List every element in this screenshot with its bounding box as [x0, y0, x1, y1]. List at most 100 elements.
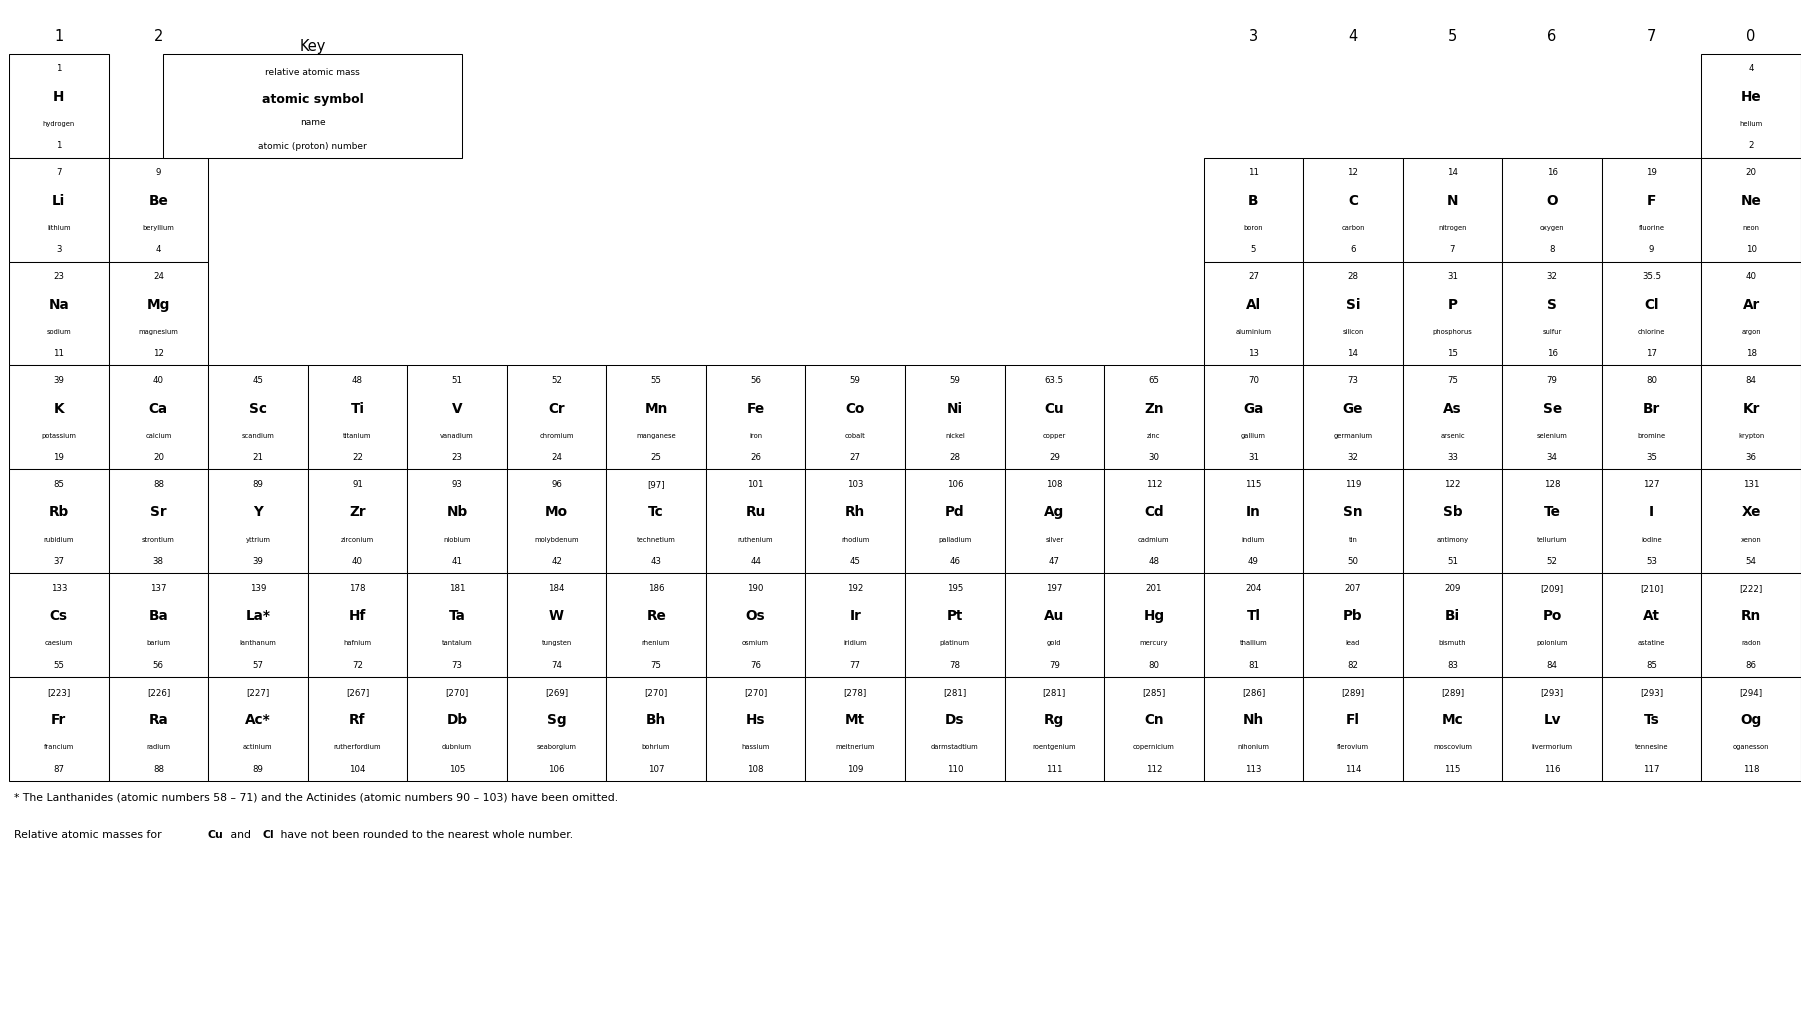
- Text: [210]: [210]: [1640, 583, 1663, 592]
- Text: 56: 56: [749, 376, 762, 384]
- Text: 3: 3: [1249, 29, 1258, 44]
- Text: 53: 53: [1645, 556, 1658, 566]
- Text: Nh: Nh: [1243, 712, 1263, 727]
- Text: 72: 72: [351, 660, 364, 669]
- Text: Ac*: Ac*: [244, 712, 272, 727]
- Text: Cd: Cd: [1144, 505, 1164, 519]
- Bar: [407, 470, 507, 574]
- Text: Sn: Sn: [1343, 505, 1363, 519]
- Bar: [109, 574, 208, 678]
- Text: 110: 110: [947, 764, 963, 773]
- Text: hafnium: hafnium: [344, 640, 371, 646]
- Text: 84: 84: [1745, 376, 1758, 384]
- Text: Mg: Mg: [147, 298, 170, 311]
- Bar: [1005, 470, 1104, 574]
- Text: 2: 2: [1748, 141, 1754, 150]
- Text: 93: 93: [451, 480, 463, 488]
- Text: 89: 89: [252, 480, 264, 488]
- Text: Cs: Cs: [51, 608, 67, 623]
- Text: Ir: Ir: [849, 608, 862, 623]
- Text: Re: Re: [646, 608, 666, 623]
- Text: bohrium: bohrium: [643, 744, 670, 750]
- Text: 39: 39: [252, 556, 264, 566]
- Text: rubidium: rubidium: [43, 536, 74, 542]
- Bar: [1303, 678, 1403, 782]
- Text: meitnerium: meitnerium: [836, 744, 874, 750]
- Text: gold: gold: [1046, 640, 1062, 646]
- Text: Ta: Ta: [449, 608, 465, 623]
- Text: 18: 18: [1745, 348, 1758, 358]
- Text: Xe: Xe: [1741, 505, 1761, 519]
- Bar: [208, 366, 308, 470]
- Text: 46: 46: [948, 556, 961, 566]
- Text: radium: radium: [147, 744, 170, 750]
- Text: Ti: Ti: [351, 401, 364, 415]
- Text: rhodium: rhodium: [842, 536, 869, 542]
- Bar: [1502, 262, 1602, 366]
- Text: 38: 38: [152, 556, 165, 566]
- Text: magnesium: magnesium: [138, 328, 179, 334]
- Text: 12: 12: [152, 348, 165, 358]
- Text: antimony: antimony: [1437, 536, 1468, 542]
- Text: 43: 43: [650, 556, 662, 566]
- Text: tellurium: tellurium: [1537, 536, 1567, 542]
- Text: [278]: [278]: [843, 687, 867, 696]
- Text: Au: Au: [1044, 608, 1064, 623]
- Text: Rn: Rn: [1741, 608, 1761, 623]
- Text: [270]: [270]: [445, 687, 469, 696]
- Text: Cl: Cl: [1643, 298, 1660, 311]
- Text: dubnium: dubnium: [442, 744, 472, 750]
- Bar: [1104, 366, 1204, 470]
- Text: Br: Br: [1643, 401, 1660, 415]
- Text: 59: 59: [948, 376, 961, 384]
- Bar: [1602, 366, 1701, 470]
- Text: atomic symbol: atomic symbol: [262, 93, 364, 106]
- Text: N: N: [1446, 194, 1459, 208]
- Text: indium: indium: [1242, 536, 1265, 542]
- Text: niobium: niobium: [443, 536, 471, 542]
- Text: 34: 34: [1546, 452, 1558, 462]
- Text: Ba: Ba: [148, 608, 168, 623]
- Text: 31: 31: [1247, 452, 1260, 462]
- Text: actinium: actinium: [243, 744, 273, 750]
- Text: 57: 57: [252, 660, 264, 669]
- Text: 122: 122: [1444, 480, 1461, 488]
- Text: Ni: Ni: [947, 401, 963, 415]
- Text: technetium: technetium: [637, 536, 675, 542]
- Text: [281]: [281]: [943, 687, 967, 696]
- Text: Cu: Cu: [206, 829, 223, 839]
- Text: Al: Al: [1245, 298, 1262, 311]
- Bar: [308, 470, 407, 574]
- Bar: [308, 678, 407, 782]
- Text: oxygen: oxygen: [1540, 224, 1564, 230]
- Text: flerovium: flerovium: [1338, 744, 1368, 750]
- Text: 26: 26: [749, 452, 762, 462]
- Bar: [905, 366, 1005, 470]
- Text: bismuth: bismuth: [1439, 640, 1466, 646]
- Text: 75: 75: [650, 660, 662, 669]
- Text: Rb: Rb: [49, 505, 69, 519]
- Bar: [1602, 470, 1701, 574]
- Bar: [1701, 262, 1801, 366]
- Text: Relative atomic masses for: Relative atomic masses for: [14, 829, 165, 839]
- Text: 44: 44: [749, 556, 762, 566]
- Text: iridium: iridium: [843, 640, 867, 646]
- Bar: [507, 678, 606, 782]
- Text: 20: 20: [1745, 168, 1758, 177]
- Text: 83: 83: [1446, 660, 1459, 669]
- Text: 29: 29: [1048, 452, 1061, 462]
- Text: Se: Se: [1542, 401, 1562, 415]
- Text: helium: helium: [1739, 120, 1763, 126]
- Text: Cl: Cl: [262, 829, 273, 839]
- Text: 37: 37: [52, 556, 65, 566]
- Text: Hs: Hs: [746, 712, 766, 727]
- Text: francium: francium: [43, 744, 74, 750]
- Text: 1: 1: [56, 64, 62, 73]
- Text: lead: lead: [1347, 640, 1359, 646]
- Text: 101: 101: [748, 480, 764, 488]
- Text: Tl: Tl: [1247, 608, 1260, 623]
- Text: 55: 55: [650, 376, 662, 384]
- Text: Fr: Fr: [51, 712, 67, 727]
- Text: nihonium: nihonium: [1238, 744, 1269, 750]
- Text: krypton: krypton: [1738, 432, 1765, 438]
